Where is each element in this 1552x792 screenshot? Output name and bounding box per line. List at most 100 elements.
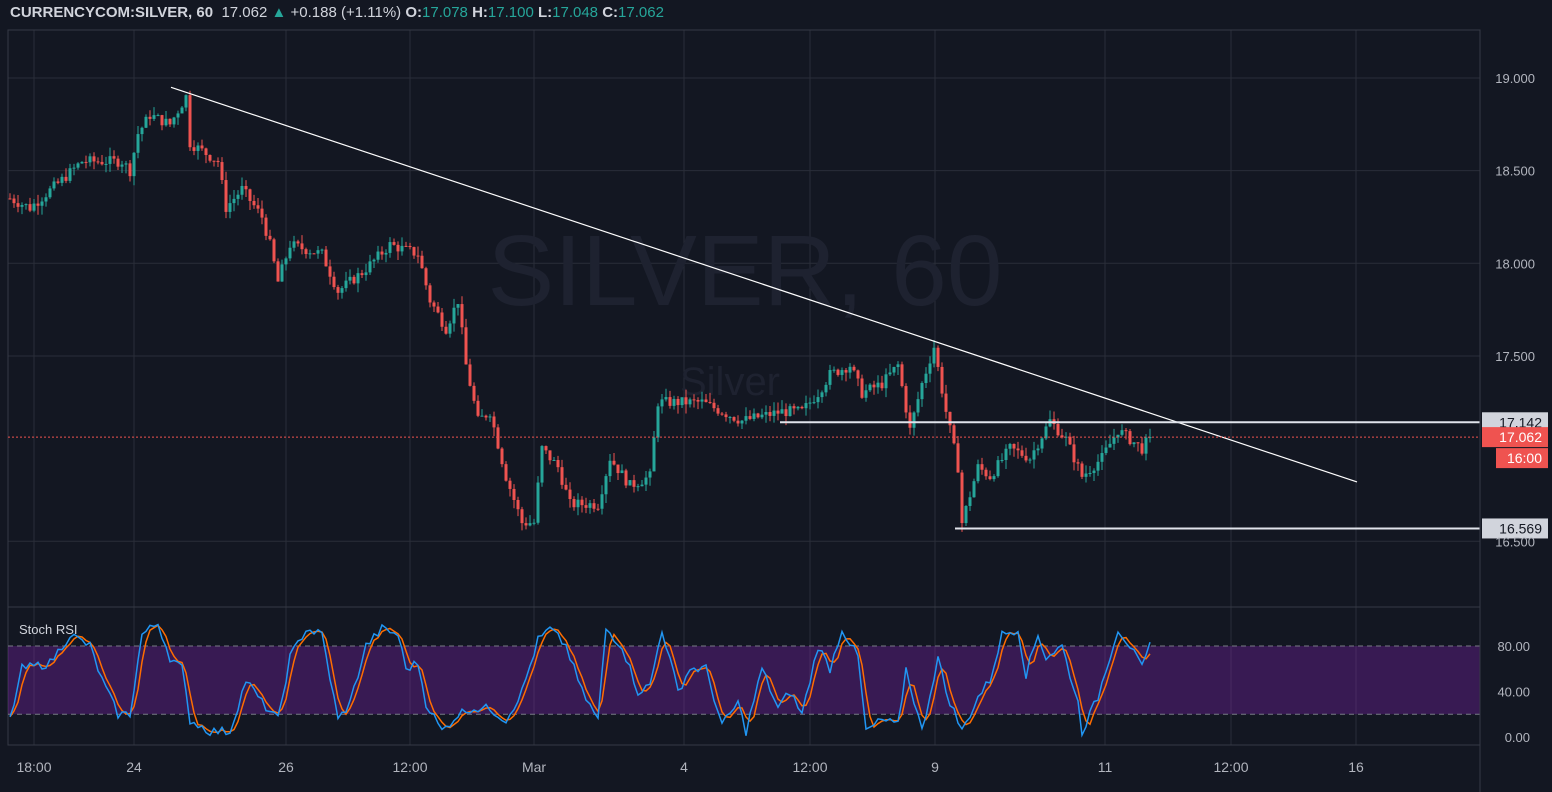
candle xyxy=(692,399,696,401)
candle xyxy=(88,156,92,163)
watermark-sub: Silver xyxy=(680,360,780,404)
candle xyxy=(8,198,12,200)
candle xyxy=(480,415,484,417)
candle xyxy=(1020,450,1024,456)
candle xyxy=(976,464,980,482)
candle xyxy=(1104,447,1108,454)
candle xyxy=(356,273,360,284)
candle xyxy=(16,203,20,207)
candle xyxy=(408,246,412,248)
time-tick: 9 xyxy=(931,759,939,775)
candle xyxy=(588,503,592,508)
candle xyxy=(800,406,804,409)
candle xyxy=(656,406,660,438)
candle xyxy=(856,370,860,379)
candle xyxy=(860,378,864,398)
candle xyxy=(828,370,832,385)
candle xyxy=(40,201,44,206)
candle xyxy=(664,397,668,400)
candle xyxy=(888,372,892,375)
candle xyxy=(916,399,920,413)
trend-line[interactable] xyxy=(170,86,1358,483)
candle xyxy=(744,416,748,421)
candle xyxy=(704,399,708,403)
candle xyxy=(548,450,552,461)
candle xyxy=(616,464,620,474)
candle xyxy=(736,420,740,424)
candle xyxy=(416,255,420,257)
candle xyxy=(700,399,704,402)
candle xyxy=(236,194,240,199)
candle xyxy=(676,398,680,406)
candle xyxy=(524,523,528,526)
candle xyxy=(824,384,828,393)
candle xyxy=(584,505,588,508)
candle xyxy=(912,412,916,428)
candle xyxy=(760,414,764,418)
symbol-name: CURRENCYCOM:SILVER, 60 xyxy=(10,4,214,21)
candle xyxy=(952,425,956,444)
candle xyxy=(724,414,728,418)
stoch-tick: 0.00 xyxy=(1505,730,1530,745)
stoch-band xyxy=(8,646,1480,715)
candle xyxy=(128,163,132,177)
time-tick: 18:00 xyxy=(16,759,51,775)
candle xyxy=(668,397,672,406)
candle xyxy=(980,464,984,470)
candle xyxy=(304,249,308,255)
candle xyxy=(328,266,332,277)
candle xyxy=(696,400,700,402)
candle xyxy=(660,399,664,407)
time-tick: 12:00 xyxy=(392,759,427,775)
candle xyxy=(928,363,932,374)
candle xyxy=(620,470,624,474)
candle xyxy=(392,242,396,245)
candle xyxy=(1056,424,1060,436)
candle xyxy=(956,443,960,473)
candle xyxy=(232,198,236,204)
candle xyxy=(360,273,364,276)
candle xyxy=(984,469,988,477)
candle xyxy=(112,156,116,159)
candle xyxy=(872,384,876,388)
candle xyxy=(772,410,776,416)
time-tick: 26 xyxy=(278,759,294,775)
candle xyxy=(428,285,432,303)
candle xyxy=(892,367,896,373)
candle xyxy=(384,252,388,255)
candle xyxy=(456,304,460,308)
candle xyxy=(752,413,756,419)
candle xyxy=(496,427,500,449)
candle xyxy=(788,406,792,417)
candle xyxy=(876,382,880,388)
candle xyxy=(452,307,456,324)
candle xyxy=(580,499,584,506)
candle xyxy=(1076,462,1080,464)
watermark: SILVER, 60 xyxy=(487,215,1002,327)
candle xyxy=(932,347,936,364)
candle xyxy=(364,272,368,276)
candle xyxy=(512,488,516,501)
candle xyxy=(44,197,48,202)
candle xyxy=(84,161,88,163)
candle xyxy=(884,374,888,389)
candle xyxy=(812,402,816,404)
candle xyxy=(444,326,448,334)
candle xyxy=(904,386,908,413)
level-label: 16.569 xyxy=(1499,520,1542,536)
candle xyxy=(52,181,56,189)
candle xyxy=(1004,448,1008,460)
candle xyxy=(940,366,944,394)
candle xyxy=(648,471,652,478)
candle xyxy=(492,416,496,428)
candle xyxy=(1124,430,1128,432)
candle xyxy=(268,235,272,240)
candle xyxy=(592,503,596,509)
candle xyxy=(188,95,192,148)
candle xyxy=(92,156,96,162)
candle xyxy=(388,242,392,253)
candle xyxy=(504,464,508,481)
candle xyxy=(1096,461,1100,471)
open-value: 17.078 xyxy=(422,4,468,21)
